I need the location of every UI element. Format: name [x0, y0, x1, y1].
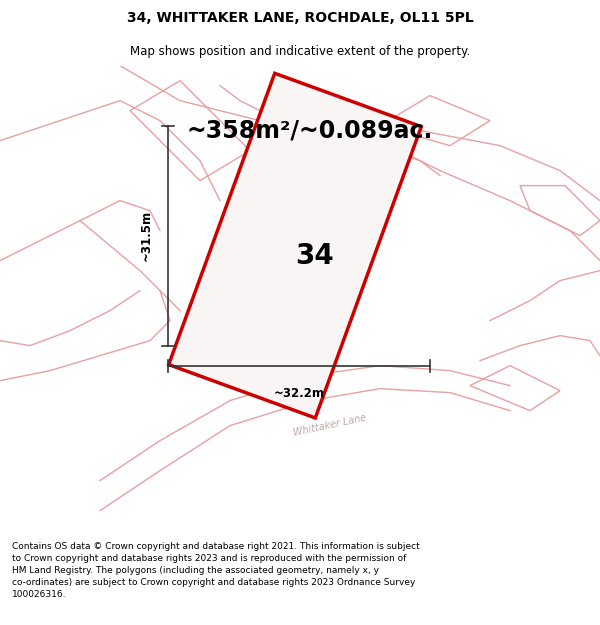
Text: Whittaker Lane: Whittaker Lane — [293, 413, 367, 438]
Text: 34, WHITTAKER LANE, ROCHDALE, OL11 5PL: 34, WHITTAKER LANE, ROCHDALE, OL11 5PL — [127, 11, 473, 26]
Text: ~31.5m: ~31.5m — [139, 210, 152, 261]
Text: ~358m²/~0.089ac.: ~358m²/~0.089ac. — [187, 119, 433, 142]
Text: 34: 34 — [296, 242, 334, 269]
Polygon shape — [169, 73, 421, 418]
Text: ~32.2m: ~32.2m — [274, 387, 325, 400]
Text: Contains OS data © Crown copyright and database right 2021. This information is : Contains OS data © Crown copyright and d… — [12, 542, 420, 599]
Text: Map shows position and indicative extent of the property.: Map shows position and indicative extent… — [130, 45, 470, 58]
